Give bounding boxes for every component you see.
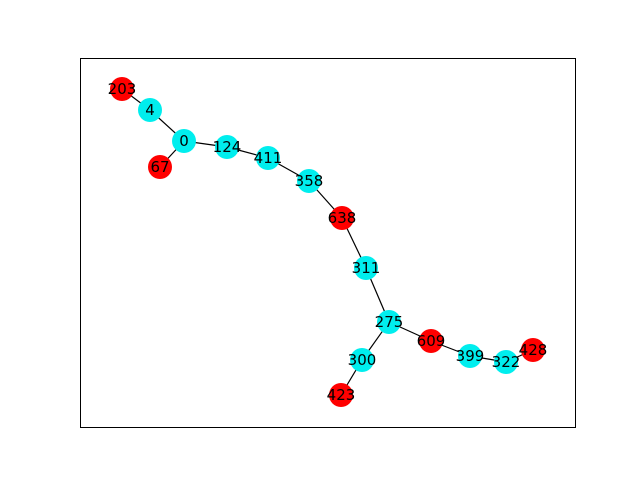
node-label: 358 [295, 172, 324, 190]
node-circle [458, 344, 482, 368]
node-124: 124 [213, 135, 242, 159]
node-label: 300 [348, 351, 377, 369]
node-0: 0 [172, 129, 196, 153]
node-label: 124 [213, 138, 242, 156]
node-circle [172, 129, 196, 153]
node-423: 423 [327, 383, 356, 407]
node-67: 67 [148, 155, 172, 179]
node-label: 275 [375, 313, 404, 331]
node-circle [494, 350, 518, 374]
node-label: 322 [492, 353, 521, 371]
node-label: 311 [352, 259, 381, 277]
node-411: 411 [254, 146, 283, 170]
node-circle [297, 169, 321, 193]
node-label: 4 [145, 101, 155, 119]
node-circle [329, 383, 353, 407]
node-circle [354, 256, 378, 280]
node-circle [215, 135, 239, 159]
node-label: 399 [456, 347, 485, 365]
node-311: 311 [352, 256, 381, 280]
node-399: 399 [456, 344, 485, 368]
node-circle [350, 348, 374, 372]
node-428: 428 [519, 338, 548, 362]
node-label: 638 [328, 209, 357, 227]
node-label: 609 [417, 332, 446, 350]
node-322: 322 [492, 350, 521, 374]
node-label: 423 [327, 386, 356, 404]
node-203: 203 [108, 77, 137, 101]
node-circle [419, 329, 443, 353]
node-circle [256, 146, 280, 170]
node-circle [148, 155, 172, 179]
node-label: 411 [254, 149, 283, 167]
node-609: 609 [417, 329, 446, 353]
node-275: 275 [375, 310, 404, 334]
node-358: 358 [295, 169, 324, 193]
node-circle [110, 77, 134, 101]
node-circle [138, 98, 162, 122]
node-label: 428 [519, 341, 548, 359]
node-label: 203 [108, 80, 137, 98]
node-4: 4 [138, 98, 162, 122]
node-circle [330, 206, 354, 230]
node-300: 300 [348, 348, 377, 372]
node-638: 638 [328, 206, 357, 230]
node-circle [521, 338, 545, 362]
plot-frame [80, 58, 576, 428]
node-label: 0 [179, 132, 189, 150]
node-label: 67 [150, 158, 169, 176]
node-circle [377, 310, 401, 334]
